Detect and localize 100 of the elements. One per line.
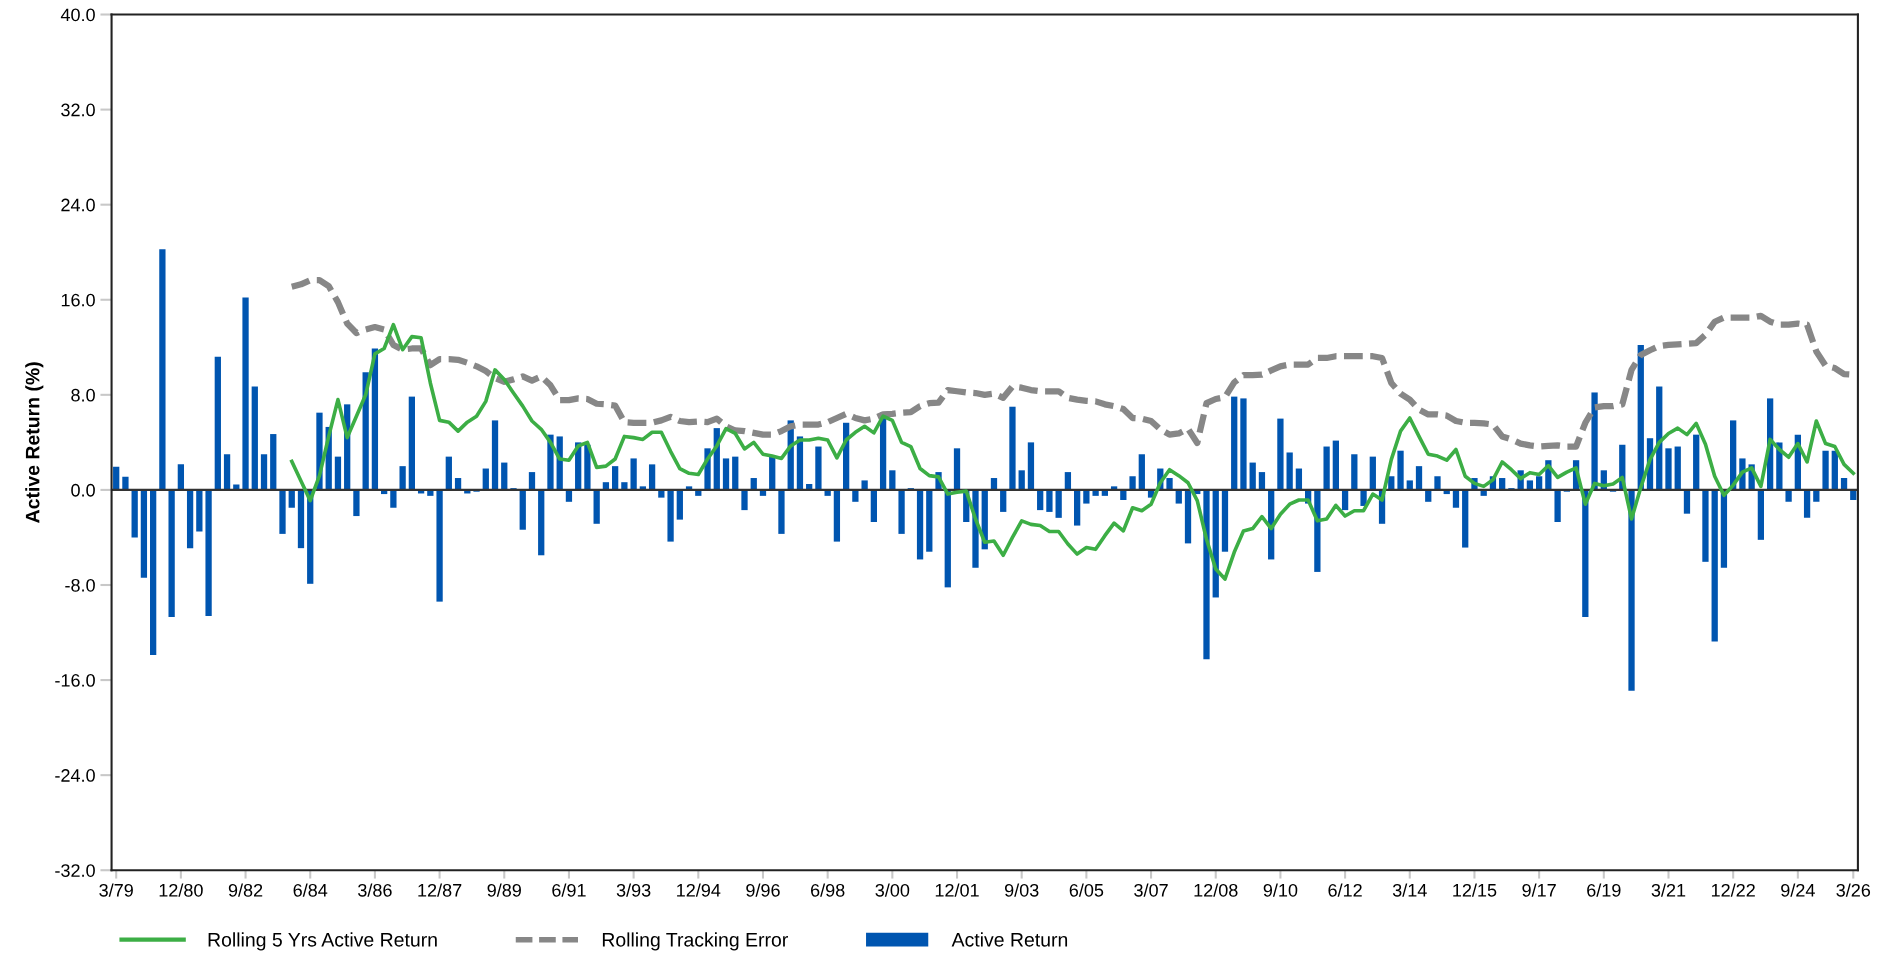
bar — [1526, 480, 1534, 490]
y-tick-label: -32.0 — [55, 864, 95, 877]
bar — [667, 489, 674, 542]
x-tick-label: 12/94 — [677, 883, 721, 897]
bar — [1000, 489, 1007, 512]
bar — [1711, 489, 1718, 642]
y-tick-label: 32.0 — [61, 103, 95, 117]
bar — [390, 489, 397, 508]
bar — [334, 456, 342, 490]
bar — [889, 470, 896, 490]
bar — [1166, 478, 1173, 490]
bar — [1452, 489, 1460, 508]
bar — [1018, 470, 1025, 490]
bar — [1027, 442, 1035, 490]
bar — [1554, 489, 1561, 522]
x-tick-label: 3/07 — [1134, 883, 1168, 897]
bar — [852, 489, 859, 502]
bar — [722, 458, 730, 490]
x-tick-label: 9/82 — [228, 883, 263, 897]
bar — [159, 249, 166, 490]
bar — [214, 356, 221, 490]
bar — [1369, 456, 1376, 490]
bar — [519, 489, 526, 530]
y-tick-label: 8.0 — [71, 388, 95, 402]
bar — [168, 489, 175, 618]
y-tick-label: 0.0 — [71, 483, 95, 497]
bar — [648, 464, 656, 490]
x-tick-label: 9/89 — [487, 883, 521, 897]
bar — [113, 466, 120, 490]
legend-label: Active Return — [951, 932, 1068, 947]
bar — [1397, 450, 1404, 490]
bar — [122, 476, 129, 490]
bar — [926, 489, 933, 552]
bar — [436, 489, 443, 602]
bar — [1175, 489, 1182, 504]
x-tick-label: 9/24 — [1781, 883, 1815, 897]
bar — [870, 489, 877, 522]
x-tick-label: 12/22 — [1711, 883, 1755, 897]
bar — [1129, 476, 1136, 490]
bar — [1757, 489, 1765, 540]
bar — [593, 489, 600, 524]
bar — [944, 489, 951, 588]
bar — [630, 458, 637, 490]
bar — [288, 489, 295, 508]
bar — [1628, 489, 1635, 691]
bar — [1702, 489, 1709, 562]
bar — [260, 454, 268, 490]
bar — [953, 448, 961, 490]
bar — [353, 489, 360, 517]
x-tick-label: 3/26 — [1836, 883, 1871, 897]
line-series — [289, 322, 1856, 581]
bar — [1295, 468, 1303, 490]
x-tick-label: 12/08 — [1194, 883, 1238, 897]
bar — [676, 489, 683, 520]
x-tick-label: 6/05 — [1069, 883, 1104, 897]
bar — [1822, 450, 1829, 490]
bar — [1249, 462, 1256, 490]
y-axis-title: Active Return (%) — [25, 362, 44, 523]
bar — [1184, 489, 1192, 544]
x-tick-label: 3/86 — [358, 883, 392, 897]
bar — [1240, 398, 1247, 490]
bar — [1785, 489, 1792, 502]
bar — [815, 446, 822, 490]
x-tick-label: 12/15 — [1453, 883, 1497, 897]
bar — [445, 456, 452, 490]
bar — [279, 489, 286, 534]
bar — [1323, 446, 1330, 490]
bar — [1535, 476, 1543, 490]
bar — [186, 489, 194, 549]
bar — [612, 466, 619, 490]
bar — [898, 489, 905, 534]
bar — [1591, 392, 1598, 490]
bar — [916, 489, 924, 560]
bar — [1138, 454, 1145, 490]
bar — [1037, 489, 1044, 511]
bar — [491, 420, 499, 490]
bar — [1462, 489, 1469, 548]
x-tick-label: 12/87 — [418, 883, 462, 897]
bar — [1064, 472, 1072, 490]
x-tick-label: 3/21 — [1651, 883, 1686, 897]
bar — [408, 396, 416, 490]
bar — [482, 468, 489, 490]
y-tick-label: 40.0 — [60, 8, 95, 22]
y-tick-label: -24.0 — [55, 769, 95, 782]
y-tick-label: -16.0 — [55, 674, 95, 687]
bar — [1415, 466, 1423, 490]
bar — [741, 489, 748, 511]
bar — [399, 466, 406, 490]
bar — [1055, 489, 1062, 518]
bar — [242, 297, 249, 490]
bar — [1074, 489, 1081, 526]
bar — [538, 489, 545, 556]
bar — [251, 386, 258, 490]
bar — [1351, 454, 1358, 490]
bar — [501, 462, 508, 490]
x-tick-label: 12/01 — [935, 883, 979, 897]
bar — [196, 489, 203, 532]
bar — [1009, 406, 1016, 490]
x-tick-label: 9/96 — [746, 883, 780, 897]
bar — [1406, 480, 1413, 490]
